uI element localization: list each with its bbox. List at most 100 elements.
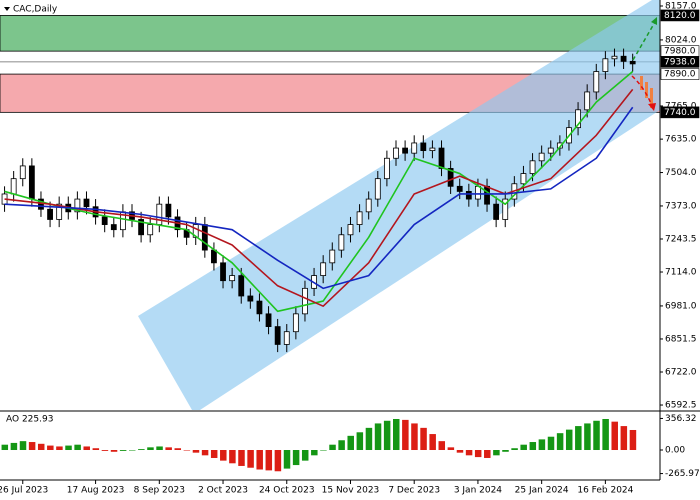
forecast-candle (650, 88, 653, 108)
x-tick-label: 17 Aug 2023 (67, 486, 125, 496)
ao-bar (338, 440, 345, 451)
candle-body (411, 142, 418, 154)
y-tick-label: 7243.5 (665, 234, 697, 244)
candle-body (520, 173, 527, 185)
candle-body (283, 331, 290, 345)
candle-body (402, 147, 409, 154)
ao-bar (283, 450, 291, 469)
ao-bar (584, 423, 591, 451)
ao-bar (593, 420, 600, 451)
ao-bar (602, 418, 609, 451)
ao-bar (420, 427, 427, 451)
x-tick-label: 3 Jan 2024 (454, 486, 502, 496)
candle-body (110, 224, 117, 231)
y-tick-label: 6981.0 (665, 301, 697, 311)
ao-bar (147, 447, 154, 451)
ao-bar (320, 450, 327, 451)
y-tick-label: 7765.0 (665, 101, 697, 111)
candle-body (456, 185, 463, 192)
ao-bar (465, 450, 473, 456)
x-tick-label: 8 Sep 2023 (134, 486, 185, 496)
ao-bar (265, 450, 273, 471)
y-tick-label: 6722.0 (665, 367, 697, 377)
candle-body (19, 165, 26, 180)
ao-bar (329, 444, 336, 451)
ao-bar (129, 450, 136, 451)
x-tick-label: 24 Oct 2023 (259, 486, 315, 496)
x-tick-label: 25 Jan 2024 (515, 486, 569, 496)
candle-body (192, 224, 199, 238)
candle-body (238, 275, 245, 297)
candle-body (383, 157, 390, 180)
forecast-down-arrow (631, 75, 653, 107)
ao-bar (575, 426, 582, 451)
ao-bar (247, 450, 254, 468)
candle-body (211, 249, 217, 264)
candle-body (575, 109, 581, 129)
candle-body (620, 55, 627, 62)
candle-body (393, 147, 399, 159)
x-tick-label: 26 Jul 2023 (0, 486, 48, 496)
ao-bar (438, 441, 446, 451)
ao-bar (429, 434, 436, 451)
candle-body (547, 147, 554, 154)
ao-bar (502, 450, 509, 452)
ao-bar (101, 450, 109, 451)
forecast (631, 17, 657, 111)
candle-body (538, 152, 545, 162)
ao-bar (611, 421, 618, 451)
candle-body (429, 147, 436, 152)
buy-zone (0, 15, 661, 52)
ao-bar (620, 426, 628, 451)
ao-bar (529, 442, 537, 451)
ao-bar (210, 450, 218, 458)
ao-bar (493, 450, 500, 456)
level-label: 7740.0 (664, 108, 696, 118)
ao-bar (65, 445, 72, 451)
level-label: 7938.0 (664, 57, 696, 67)
x-tick-label: 7 Dec 2023 (388, 486, 440, 496)
candle-body (611, 55, 618, 60)
candle-body (493, 203, 500, 220)
y-tick-label: 7504.0 (665, 168, 697, 178)
candle-body (347, 224, 354, 236)
candle-body (365, 198, 372, 213)
ao-bar (547, 436, 555, 451)
ao-bar (393, 418, 400, 451)
x-tick-label: 16 Feb 2024 (577, 486, 633, 496)
level-label: 7980.0 (664, 47, 696, 57)
ao-bar (119, 450, 127, 451)
candle-body (593, 71, 600, 93)
candle-body (529, 160, 536, 174)
ao-bar (238, 450, 245, 466)
ao-bar (183, 450, 191, 451)
ao-bar (37, 443, 45, 451)
forecast-candle (640, 76, 643, 90)
candle-body (438, 147, 445, 169)
candle-body (220, 262, 226, 282)
ao-bar (565, 429, 573, 451)
candle-body (247, 295, 254, 302)
symbol-menu-icon[interactable] (4, 7, 10, 11)
candle-body (502, 198, 509, 220)
candle-body (165, 203, 172, 218)
candle-body (320, 262, 327, 276)
osc-y-tick-label: 0.00 (665, 446, 685, 456)
ao-bar (110, 450, 118, 452)
candle-body (475, 185, 481, 200)
candle-body (338, 234, 345, 251)
ao-bar (629, 429, 637, 451)
level-box (660, 9, 700, 22)
ao-bar (556, 433, 564, 451)
ao-bar (192, 450, 200, 453)
ao-bar (10, 442, 18, 451)
x-tick-label: 15 Nov 2023 (322, 486, 380, 496)
candle-body (356, 211, 363, 225)
y-tick-label: 7114.0 (665, 268, 697, 278)
ao-bar (201, 450, 209, 456)
arrow-head (648, 103, 656, 111)
moving-average (4, 88, 634, 307)
ao-bar (256, 450, 263, 470)
ao-bar (274, 450, 282, 472)
